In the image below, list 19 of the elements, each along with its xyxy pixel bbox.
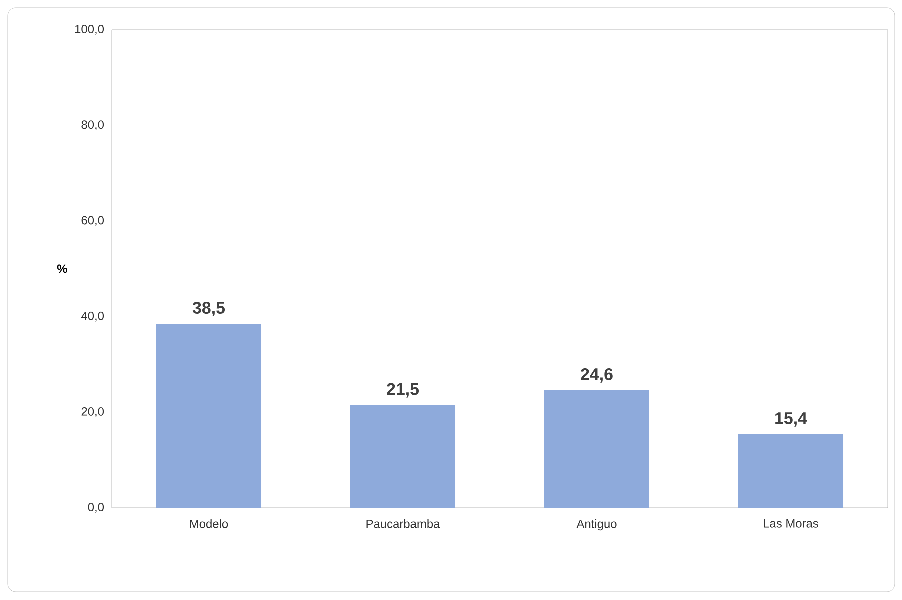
y-tick-label: 100,0: [75, 25, 104, 35]
y-axis-title: %: [57, 264, 68, 274]
bar: [544, 390, 650, 508]
x-tick-label: Paucarbamba: [366, 520, 440, 528]
data-label: 15,4: [776, 412, 808, 427]
bar: [350, 405, 456, 508]
y-tick-label: 40,0: [81, 312, 104, 322]
data-label: 38,5: [192, 302, 226, 316]
y-tick-label: 80,0: [82, 120, 104, 131]
x-tick-label: Antiguo: [576, 520, 617, 531]
y-tick-label: 60,0: [82, 216, 104, 226]
x-tick-label: Modelo: [190, 520, 228, 528]
data-label: 24,6: [581, 368, 613, 383]
bar: [156, 324, 262, 508]
x-tick-label: Las Moras: [764, 520, 818, 528]
y-tick-label: 0,0: [88, 503, 104, 513]
y-tick-label: 20,0: [82, 407, 104, 418]
data-label: 21,5: [387, 383, 420, 398]
bar: [738, 434, 844, 508]
